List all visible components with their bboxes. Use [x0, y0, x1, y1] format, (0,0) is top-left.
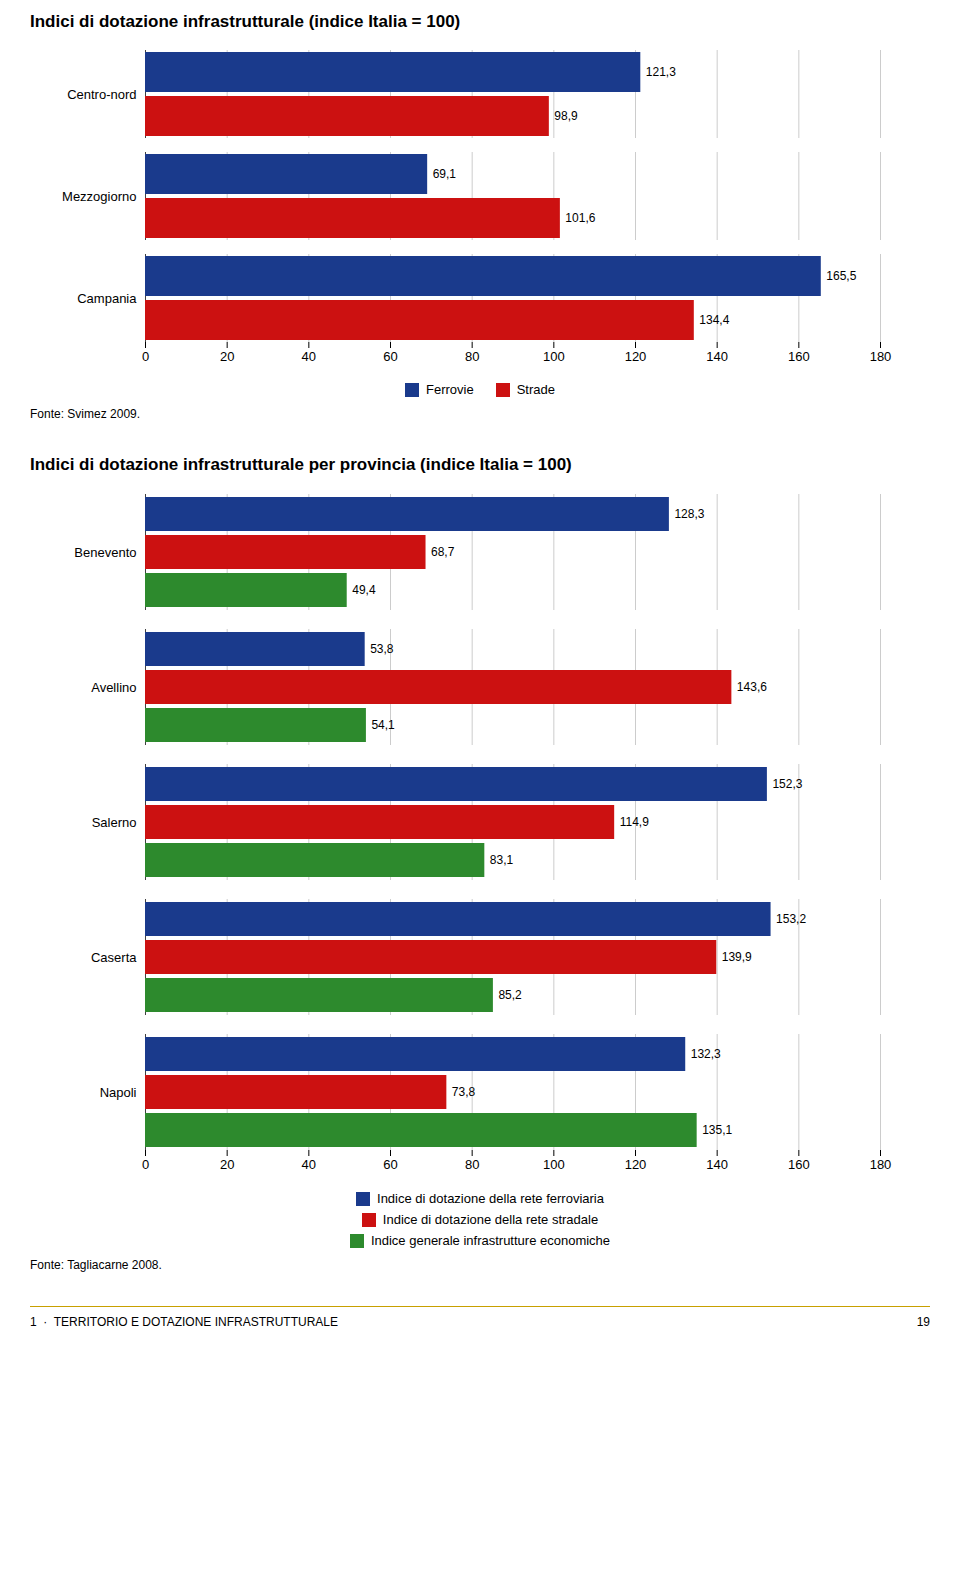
svg-text:132,3: 132,3: [691, 1047, 721, 1061]
svg-text:68,7: 68,7: [431, 545, 455, 559]
svg-text:100: 100: [543, 1157, 565, 1172]
svg-text:Napoli: Napoli: [100, 1085, 137, 1100]
svg-text:53,8: 53,8: [370, 642, 394, 656]
svg-text:80: 80: [465, 1157, 479, 1172]
html-text:Fonte: Svimez 2009.: Fonte: Svimez 2009.: [30, 407, 141, 421]
svg-text:139,9: 139,9: [722, 950, 752, 964]
svg-text:40: 40: [302, 349, 316, 364]
svg-text:54,1: 54,1: [371, 718, 395, 732]
html-text:Indice di dotazione della rete: Indice di dotazione della rete ferroviar…: [377, 1191, 604, 1206]
svg-text:180: 180: [870, 349, 892, 364]
svg-text:153,2: 153,2: [776, 912, 806, 926]
svg-text:160: 160: [788, 1157, 810, 1172]
svg-text:73,8: 73,8: [452, 1085, 476, 1099]
svg-text:140: 140: [706, 349, 728, 364]
svg-text:Caserta: Caserta: [91, 950, 137, 965]
svg-text:143,6: 143,6: [737, 680, 767, 694]
svg-text:152,3: 152,3: [772, 777, 802, 791]
svg-text:Avellino: Avellino: [91, 680, 136, 695]
svg-text:134,4: 134,4: [699, 313, 729, 327]
svg-text:20: 20: [220, 1157, 234, 1172]
svg-text:Centro-nord: Centro-nord: [67, 87, 136, 102]
svg-text:100: 100: [543, 349, 565, 364]
html-text:Ferrovie: Ferrovie: [426, 382, 474, 397]
svg-text:60: 60: [383, 1157, 397, 1172]
html-text:1 · TERRITORIO E DOTAZIONE INF: 1 · TERRITORIO E DOTAZIONE INFRASTRUTTUR…: [30, 1315, 338, 1329]
svg-text:160: 160: [788, 349, 810, 364]
svg-text:40: 40: [302, 1157, 316, 1172]
svg-text:0: 0: [142, 1157, 149, 1172]
svg-text:180: 180: [870, 1157, 892, 1172]
svg-text:140: 140: [706, 1157, 728, 1172]
svg-text:114,9: 114,9: [620, 815, 649, 829]
html-text:Strade: Strade: [516, 382, 555, 397]
svg-text:121,3: 121,3: [646, 65, 676, 79]
svg-text:69,1: 69,1: [433, 167, 457, 181]
html-text:Indici di dotazione infrastrut: Indici di dotazione infrastrutturale (in…: [30, 12, 461, 31]
html-text:19: 19: [916, 1315, 930, 1329]
svg-text:101,6: 101,6: [565, 211, 595, 225]
svg-text:Benevento: Benevento: [74, 545, 136, 560]
svg-text:128,3: 128,3: [674, 507, 704, 521]
svg-text:0: 0: [142, 349, 149, 364]
svg-text:49,4: 49,4: [352, 583, 376, 597]
svg-text:120: 120: [625, 349, 647, 364]
svg-text:Campania: Campania: [77, 291, 137, 306]
svg-text:Salerno: Salerno: [92, 815, 137, 830]
svg-text:Mezzogiorno: Mezzogiorno: [62, 189, 136, 204]
html-text:Fonte: Tagliacarne 2008.: Fonte: Tagliacarne 2008.: [30, 1258, 162, 1272]
svg-text:80: 80: [465, 349, 479, 364]
html-text:Indice generale infrastrutture: Indice generale infrastrutture economich…: [370, 1233, 611, 1248]
svg-text:20: 20: [220, 349, 234, 364]
svg-text:85,2: 85,2: [498, 988, 522, 1002]
svg-text:135,1: 135,1: [702, 1123, 732, 1137]
svg-text:60: 60: [383, 349, 397, 364]
svg-text:98,9: 98,9: [554, 109, 578, 123]
svg-text:120: 120: [625, 1157, 647, 1172]
svg-text:165,5: 165,5: [826, 269, 856, 283]
html-text:Indici di dotazione infrastrut: Indici di dotazione infrastrutturale per…: [30, 455, 572, 474]
html-text:Indice di dotazione della rete: Indice di dotazione della rete stradale: [382, 1212, 599, 1227]
svg-text:83,1: 83,1: [490, 853, 514, 867]
